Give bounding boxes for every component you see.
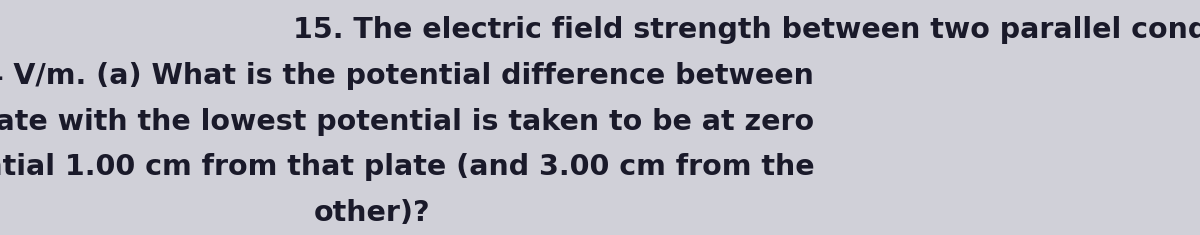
Text: volts. What is the potential 1.00 cm from that plate (and 3.00 cm from the: volts. What is the potential 1.00 cm fro… bbox=[0, 153, 815, 181]
Text: by 4.00 cm is 7.50 × 104 V/m. (a) What is the potential difference between: by 4.00 cm is 7.50 × 104 V/m. (a) What i… bbox=[0, 62, 815, 90]
Text: other)?: other)? bbox=[313, 199, 431, 227]
Text: 15. The electric field strength between two parallel conducting plates separated: 15. The electric field strength between … bbox=[294, 16, 1200, 44]
Text: the plates? (b) The plate with the lowest potential is taken to be at zero: the plates? (b) The plate with the lowes… bbox=[0, 108, 815, 136]
